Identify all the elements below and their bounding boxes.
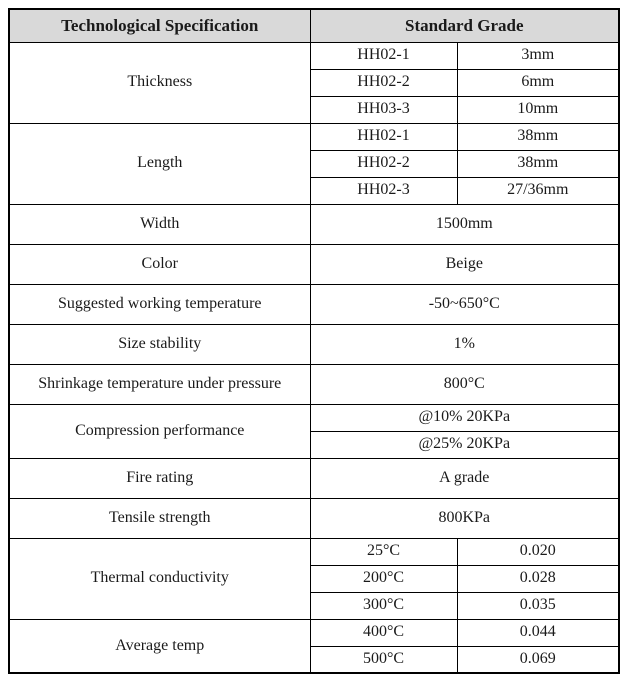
thermal-temp-2: 200°C — [309, 564, 458, 593]
thermal-temp-3: 300°C — [309, 591, 458, 620]
thermal-value-3: 0.035 — [456, 591, 620, 620]
thickness-value-1: 3mm — [456, 41, 620, 70]
length-value-2: 38mm — [456, 149, 620, 178]
table-row: HH02-2 6mm — [9, 68, 620, 97]
row-label-average-temp: Average temp — [8, 618, 311, 674]
header-cell-grade: Standard Grade — [309, 8, 620, 43]
color-value: Beige — [309, 243, 620, 285]
average-temp-temp-1: 400°C — [309, 618, 458, 647]
length-value-3: 27/36mm — [456, 176, 620, 205]
row-label-shrinkage-temperature: Shrinkage temperature under pressure — [8, 363, 311, 405]
table-row: HH02-3 27/36mm — [9, 176, 620, 205]
length-value-1: 38mm — [456, 122, 620, 151]
row-label-compression: Compression performance — [8, 403, 311, 459]
table-row: 500°C 0.069 — [9, 645, 620, 674]
table-row: 300°C 0.035 — [9, 591, 620, 620]
table-row: Tensile strength 800KPa — [8, 497, 620, 539]
size-stability-value: 1% — [309, 323, 620, 365]
thickness-code-3: HH03-3 — [309, 95, 458, 124]
thermal-value-1: 0.020 — [456, 537, 620, 566]
table-row: Thickness HH02-1 3mm — [8, 41, 620, 124]
width-value: 1500mm — [309, 203, 620, 245]
table-row: Average temp 400°C 0.044 — [8, 618, 620, 674]
table-row: Suggested working temperature -50~650°C — [8, 283, 620, 325]
row-label-width: Width — [8, 203, 311, 245]
table-row: Thermal conductivity 25°C 0.020 — [8, 537, 620, 620]
row-label-length: Length — [8, 122, 311, 205]
table-row: HH02-2 38mm — [9, 149, 620, 178]
row-label-color: Color — [8, 243, 311, 285]
compression-value-2: @25% 20KPa — [309, 430, 620, 459]
table-row: Shrinkage temperature under pressure 800… — [8, 363, 620, 405]
table-row: Compression performance @10% 20KPa — [8, 403, 620, 459]
table-row: Color Beige — [8, 243, 620, 285]
table-row: 200°C 0.028 — [9, 564, 620, 593]
row-label-fire-rating: Fire rating — [8, 457, 311, 499]
row-label-working-temperature: Suggested working temperature — [8, 283, 311, 325]
thickness-code-1: HH02-1 — [309, 41, 458, 70]
row-label-thermal-conductivity: Thermal conductivity — [8, 537, 311, 620]
table-row: Size stability 1% — [8, 323, 620, 365]
table-row: Length HH02-1 38mm — [8, 122, 620, 205]
thickness-code-2: HH02-2 — [309, 68, 458, 97]
average-temp-temp-2: 500°C — [309, 645, 458, 674]
table-row: Width 1500mm — [8, 203, 620, 245]
table-row: HH03-3 10mm — [9, 95, 620, 124]
length-code-3: HH02-3 — [309, 176, 458, 205]
average-temp-value-1: 0.044 — [456, 618, 620, 647]
table-row: @25% 20KPa — [9, 430, 620, 459]
average-temp-value-2: 0.069 — [456, 645, 620, 674]
thermal-temp-1: 25°C — [309, 537, 458, 566]
length-code-2: HH02-2 — [309, 149, 458, 178]
header-cell-spec: Technological Specification — [8, 8, 311, 43]
thickness-value-3: 10mm — [456, 95, 620, 124]
table-row: Fire rating A grade — [8, 457, 620, 499]
thickness-value-2: 6mm — [456, 68, 620, 97]
spec-table: Technological Specification Standard Gra… — [8, 8, 621, 674]
fire-rating-value: A grade — [309, 457, 620, 499]
thermal-value-2: 0.028 — [456, 564, 620, 593]
header-row: Technological Specification Standard Gra… — [8, 8, 620, 43]
compression-value-1: @10% 20KPa — [309, 403, 620, 432]
row-label-thickness: Thickness — [8, 41, 311, 124]
length-code-1: HH02-1 — [309, 122, 458, 151]
tensile-strength-value: 800KPa — [309, 497, 620, 539]
shrinkage-temperature-value: 800°C — [309, 363, 620, 405]
row-label-size-stability: Size stability — [8, 323, 311, 365]
row-label-tensile-strength: Tensile strength — [8, 497, 311, 539]
working-temperature-value: -50~650°C — [309, 283, 620, 325]
